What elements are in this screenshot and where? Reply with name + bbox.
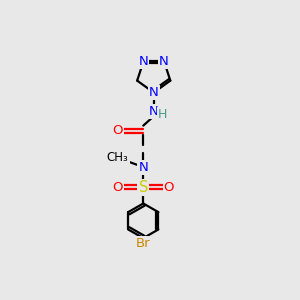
Text: N: N xyxy=(149,86,159,99)
Text: Br: Br xyxy=(136,237,151,250)
Text: N: N xyxy=(138,161,148,174)
Text: N: N xyxy=(159,55,169,68)
Text: H: H xyxy=(158,108,167,121)
Text: S: S xyxy=(139,180,148,195)
Text: O: O xyxy=(164,181,174,194)
Text: N: N xyxy=(139,55,148,68)
Text: N: N xyxy=(149,105,159,118)
Text: O: O xyxy=(112,181,123,194)
Text: O: O xyxy=(112,124,123,137)
Text: CH₃: CH₃ xyxy=(107,151,129,164)
